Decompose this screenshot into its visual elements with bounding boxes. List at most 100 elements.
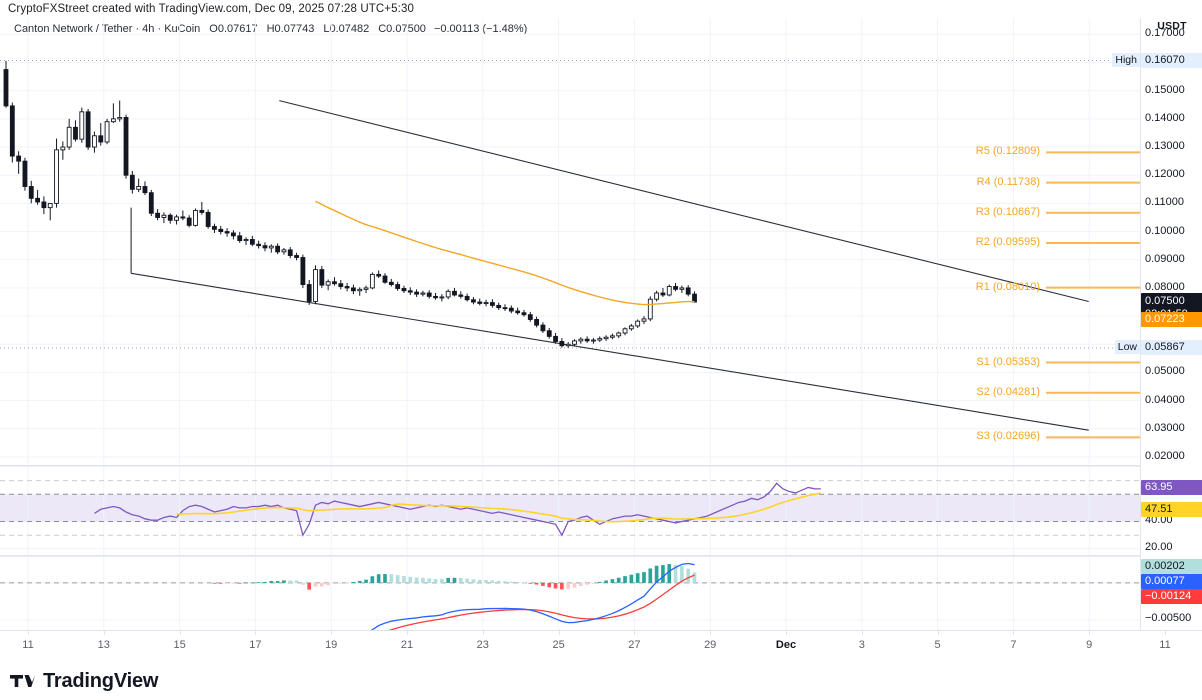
price-tick-0.04000: 0.04000 [1145,393,1185,406]
macd-bar [496,580,501,583]
macd-bar [585,582,589,585]
candlestick-series[interactable] [3,60,697,348]
macd-bar [503,581,507,583]
candle [458,294,464,297]
candle [129,174,135,190]
time-tick [1165,631,1166,635]
candle [502,307,508,310]
pivot-label-r1: R1 (0.08010) [975,280,1040,293]
rsi-canvas[interactable] [0,467,1140,556]
price-tick-0.11000: 0.11000 [1145,196,1184,209]
candle [28,186,34,199]
macd-bar [471,579,476,583]
candle [344,286,350,289]
price-tick-0.13000: 0.13000 [1145,140,1185,153]
macd-line [370,562,695,630]
candle [256,243,262,247]
price-tick-0.17000: 0.17000 [1145,27,1185,40]
candle [628,325,634,330]
candle [180,216,186,219]
macd-bar [395,575,400,583]
macd-canvas[interactable] [0,557,1140,630]
price-scale[interactable]: USDT 0.17000 0.15000 0.14000 0.13000 0.12000… [1140,18,1202,630]
candle [654,292,660,300]
candle [92,135,97,148]
macd-line-value-tag: 0.00077 [1141,573,1202,589]
rsi-tick-20: 20.00 [1145,540,1173,553]
candle [534,319,540,326]
legend-symbol[interactable]: Canton Network / Tether · 4h · KuCoin [14,23,201,35]
candle [647,298,653,320]
macd-pane[interactable] [0,556,1140,630]
price-canvas[interactable] [0,18,1140,466]
price-pane[interactable]: R5 (0.12809) R4 (0.11738) R3 (0.10667) R2 (… [0,18,1140,466]
macd-bar [282,580,286,583]
candle [679,287,685,290]
price-tick-0.05000: 0.05000 [1145,365,1185,378]
macd-bar [313,582,318,587]
candle [306,284,312,302]
candle [237,235,243,242]
time-tick [1013,631,1015,635]
time-label-23: 23 [476,639,489,651]
candle [376,273,382,277]
candle [666,286,672,296]
pivot-label-s2: S2 (0.04281) [976,385,1040,398]
rsi-line [94,482,821,537]
candle [142,186,148,194]
price-tick-0.10000: 0.10000 [1145,224,1185,237]
candle [591,339,596,342]
macd-bar [490,580,495,583]
candle [660,292,666,296]
candle [98,135,104,143]
descending-channel-lower[interactable] [131,272,1089,431]
macd-histogram-value-tag: 0.00202 [1141,558,1202,574]
time-label-9: 9 [1086,639,1093,651]
candle [161,214,167,218]
candle [395,284,401,289]
time-tick [331,631,333,635]
descending-channel-upper[interactable] [279,100,1089,303]
candle [426,292,432,297]
macd-bar [256,582,261,584]
macd-signal-line [388,574,695,630]
macd-bar [452,577,457,583]
macd-bar [680,566,684,583]
period-high-label: 0.16070 [1141,52,1202,68]
candle [319,269,325,286]
candle [193,209,198,226]
tradingview-brand-text: TradingView [43,670,159,692]
time-label-11: 11 [22,639,34,651]
candle [66,126,72,148]
candle [123,117,129,176]
candle [471,299,476,303]
candle [212,226,217,230]
macd-bar [320,582,324,587]
rsi-pane[interactable] [0,466,1140,556]
macd-bar [648,568,653,583]
attribution-text: CryptoFXStreet created with TradingView.… [8,3,414,15]
macd-bar [326,582,330,586]
period-low-label: 0.05867 [1141,340,1202,356]
macd-bar [673,564,678,583]
macd-bar [458,577,463,583]
candle [388,281,394,285]
macd-bar [402,576,406,583]
macd-bar [383,574,387,583]
time-label-3: 3 [858,639,865,651]
macd-bar [616,577,621,583]
time-tick [861,631,863,635]
time-label-15: 15 [173,639,186,651]
price-tick-0.14000: 0.14000 [1145,111,1185,124]
price-tick-0.12000: 0.12000 [1145,168,1185,181]
candle [243,239,249,242]
candle [275,245,281,253]
macd-bar [578,582,583,586]
macd-bar [345,582,349,584]
plot-area[interactable]: R5 (0.12809) R4 (0.11738) R3 (0.10667) R2 (… [0,18,1202,630]
time-tick [786,631,787,635]
time-axis[interactable]: 11 13 15 17 19 21 23 25 27 29 Dec 3 5 7 9 11 [0,630,1202,658]
macd-bar [528,582,533,584]
macd-bar [477,579,482,583]
macd-bar [263,581,267,583]
